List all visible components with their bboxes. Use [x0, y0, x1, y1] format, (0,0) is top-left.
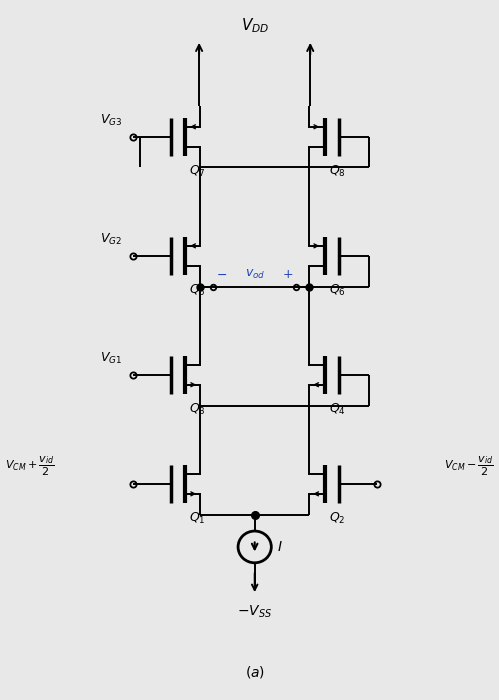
Text: $Q_1$: $Q_1$ [189, 511, 205, 526]
Text: $V_{G1}$: $V_{G1}$ [100, 351, 122, 366]
Text: $Q_6$: $Q_6$ [329, 283, 346, 298]
Text: $(a)$: $(a)$ [245, 664, 265, 680]
Text: $Q_2$: $Q_2$ [329, 511, 345, 526]
Text: $-V_{SS}$: $-V_{SS}$ [237, 603, 272, 620]
Text: $Q_5$: $Q_5$ [189, 283, 206, 298]
Text: $-$: $-$ [216, 267, 227, 281]
Text: $V_{G2}$: $V_{G2}$ [100, 232, 122, 247]
Text: $+$: $+$ [282, 267, 293, 281]
Text: $V_{DD}$: $V_{DD}$ [241, 16, 269, 35]
Text: $Q_3$: $Q_3$ [189, 402, 206, 417]
Text: $Q_8$: $Q_8$ [329, 164, 346, 179]
Text: $V_{CM}+\dfrac{v_{id}}{2}$: $V_{CM}+\dfrac{v_{id}}{2}$ [5, 455, 55, 478]
Text: $v_{od}$: $v_{od}$ [245, 267, 265, 281]
Text: $V_{CM}-\dfrac{v_{id}}{2}$: $V_{CM}-\dfrac{v_{id}}{2}$ [444, 455, 494, 478]
Text: $V_{G3}$: $V_{G3}$ [100, 113, 122, 128]
Text: $Q_4$: $Q_4$ [329, 402, 346, 417]
Text: $Q_7$: $Q_7$ [189, 164, 206, 179]
Text: $I$: $I$ [276, 540, 282, 554]
